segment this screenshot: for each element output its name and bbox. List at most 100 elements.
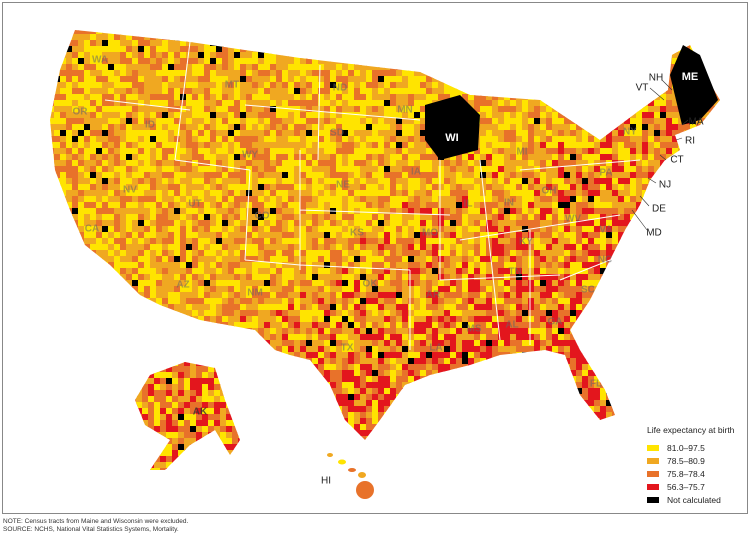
census-tract bbox=[108, 172, 115, 179]
census-tract bbox=[588, 232, 594, 238]
census-tract bbox=[144, 250, 150, 256]
census-tract bbox=[684, 268, 692, 275]
census-tract bbox=[192, 124, 198, 130]
census-tract bbox=[384, 220, 390, 226]
census-tract bbox=[474, 238, 482, 246]
census-tract bbox=[606, 154, 613, 162]
census-tract bbox=[132, 286, 139, 294]
census-tract bbox=[360, 256, 367, 263]
census-tract bbox=[336, 190, 344, 198]
census-tract bbox=[696, 40, 704, 47]
census-tract bbox=[702, 202, 710, 208]
census-tract bbox=[522, 160, 530, 168]
census-tract bbox=[54, 118, 61, 125]
census-tract bbox=[222, 76, 228, 84]
census-tract bbox=[408, 64, 416, 71]
census-tract bbox=[498, 34, 504, 42]
census-tract bbox=[348, 172, 356, 180]
census-tract bbox=[252, 76, 260, 83]
census-tract bbox=[312, 196, 319, 204]
census-tract bbox=[486, 214, 494, 220]
census-tract bbox=[564, 64, 572, 71]
census-tract bbox=[108, 64, 116, 72]
census-tract bbox=[288, 58, 295, 66]
census-tract bbox=[192, 184, 198, 191]
census-tract bbox=[252, 130, 259, 137]
census-tract bbox=[108, 250, 116, 256]
census-tract bbox=[138, 88, 144, 96]
census-tract bbox=[180, 238, 186, 244]
census-tract bbox=[216, 124, 224, 130]
census-tract bbox=[138, 40, 146, 47]
census-tract bbox=[66, 106, 72, 114]
census-tract bbox=[306, 166, 313, 172]
census-tract bbox=[324, 40, 330, 46]
census-tract bbox=[306, 250, 314, 258]
census-tract bbox=[234, 166, 242, 174]
census-tract bbox=[60, 76, 67, 83]
census-tract bbox=[618, 106, 625, 114]
census-tract bbox=[624, 178, 631, 184]
census-tract bbox=[252, 124, 258, 132]
census-tract bbox=[540, 184, 548, 190]
census-tract bbox=[180, 58, 188, 65]
census-tract bbox=[336, 166, 342, 174]
census-tract bbox=[342, 220, 350, 228]
census-tract bbox=[654, 214, 662, 220]
census-tract bbox=[528, 142, 536, 149]
census-tract bbox=[420, 70, 427, 78]
census-tract bbox=[54, 148, 62, 155]
census-tract bbox=[378, 154, 385, 160]
census-tract bbox=[672, 178, 680, 186]
census-tract bbox=[390, 52, 396, 58]
census-tract bbox=[384, 178, 390, 185]
census-tract bbox=[66, 34, 72, 40]
census-tract bbox=[714, 202, 720, 209]
census-tract bbox=[336, 34, 343, 42]
census-tract bbox=[102, 184, 108, 191]
census-tract bbox=[432, 52, 440, 59]
census-tract bbox=[60, 46, 68, 52]
census-tract bbox=[246, 130, 252, 136]
census-tract bbox=[270, 178, 276, 186]
census-tract bbox=[144, 178, 150, 185]
census-tract bbox=[594, 154, 602, 160]
census-tract bbox=[654, 262, 660, 269]
census-tract bbox=[492, 112, 499, 119]
census-tract bbox=[72, 226, 78, 234]
census-tract bbox=[120, 274, 126, 280]
census-tract bbox=[156, 190, 163, 196]
census-tract bbox=[144, 202, 151, 209]
census-tract bbox=[480, 214, 486, 221]
census-tract bbox=[258, 184, 265, 190]
census-tract bbox=[354, 136, 360, 143]
census-tract bbox=[714, 40, 720, 48]
census-tract bbox=[102, 88, 109, 95]
census-tract bbox=[198, 214, 205, 222]
census-tract bbox=[150, 238, 156, 244]
census-tract bbox=[372, 232, 378, 239]
census-tract bbox=[204, 88, 210, 95]
census-tract bbox=[144, 280, 151, 286]
census-tract bbox=[384, 148, 390, 154]
census-tract bbox=[546, 148, 554, 154]
census-tract bbox=[636, 178, 642, 185]
census-tract bbox=[684, 178, 690, 186]
census-tract bbox=[168, 34, 174, 41]
census-tract bbox=[210, 262, 216, 269]
census-tract bbox=[630, 130, 638, 138]
census-tract bbox=[390, 82, 396, 89]
census-tract bbox=[330, 214, 338, 221]
census-tract bbox=[696, 130, 702, 138]
census-tract bbox=[342, 178, 349, 186]
census-tract bbox=[270, 262, 278, 270]
census-tract bbox=[192, 106, 200, 114]
census-tract bbox=[60, 226, 66, 234]
census-tract bbox=[270, 286, 278, 293]
census-tract bbox=[108, 124, 116, 131]
census-tract bbox=[264, 196, 270, 203]
census-tract bbox=[474, 30, 480, 35]
census-tract bbox=[582, 256, 589, 263]
census-tract bbox=[474, 106, 481, 113]
census-tract bbox=[492, 166, 500, 172]
